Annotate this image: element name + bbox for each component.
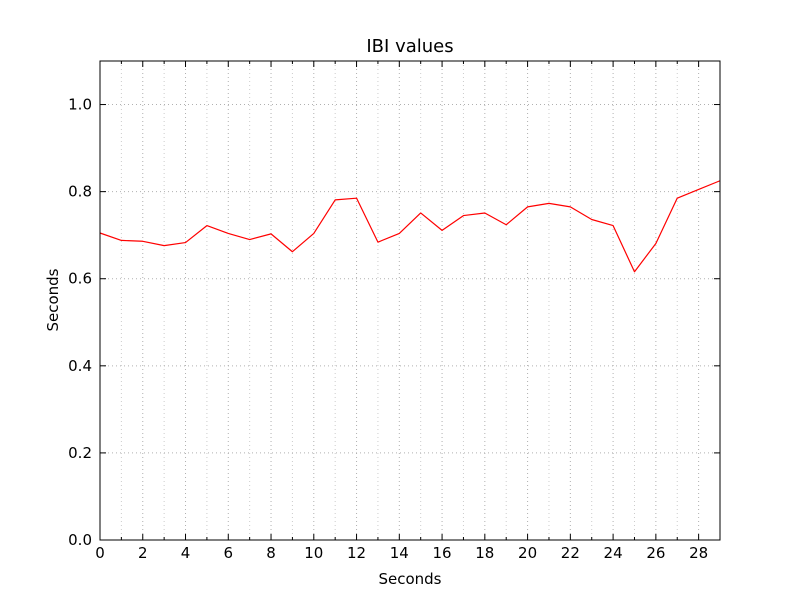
y-axis-label: Seconds	[44, 268, 62, 331]
y-tick-label: 0.8	[68, 183, 92, 201]
x-tick-label: 4	[181, 544, 191, 562]
x-tick-label: 10	[304, 544, 323, 562]
x-tick-label: 14	[390, 544, 409, 562]
axis-ticks	[100, 61, 720, 540]
x-tick-label: 2	[138, 544, 148, 562]
x-tick-label: 28	[689, 544, 708, 562]
y-tick-label: 0.0	[68, 531, 92, 549]
series-layer	[100, 181, 720, 272]
x-axis-label: Seconds	[378, 570, 441, 588]
y-tick-label: 0.4	[68, 357, 92, 375]
x-tick-label: 24	[604, 544, 623, 562]
x-tick-label: 16	[433, 544, 452, 562]
x-tick-label: 8	[266, 544, 276, 562]
plot-frame	[100, 61, 720, 540]
y-tick-label: 0.6	[68, 270, 92, 288]
y-tick-label: 1.0	[68, 96, 92, 114]
y-tick-label: 0.2	[68, 444, 92, 462]
x-tick-label: 0	[95, 544, 105, 562]
x-tick-label: 26	[646, 544, 665, 562]
chart-title: IBI values	[366, 36, 453, 57]
x-tick-label: 20	[518, 544, 537, 562]
x-tick-label: 12	[347, 544, 366, 562]
x-tick-label: 18	[475, 544, 494, 562]
series-line	[100, 181, 720, 272]
x-tick-label: 6	[224, 544, 234, 562]
grid-lines	[100, 61, 720, 540]
x-tick-label: 22	[561, 544, 580, 562]
